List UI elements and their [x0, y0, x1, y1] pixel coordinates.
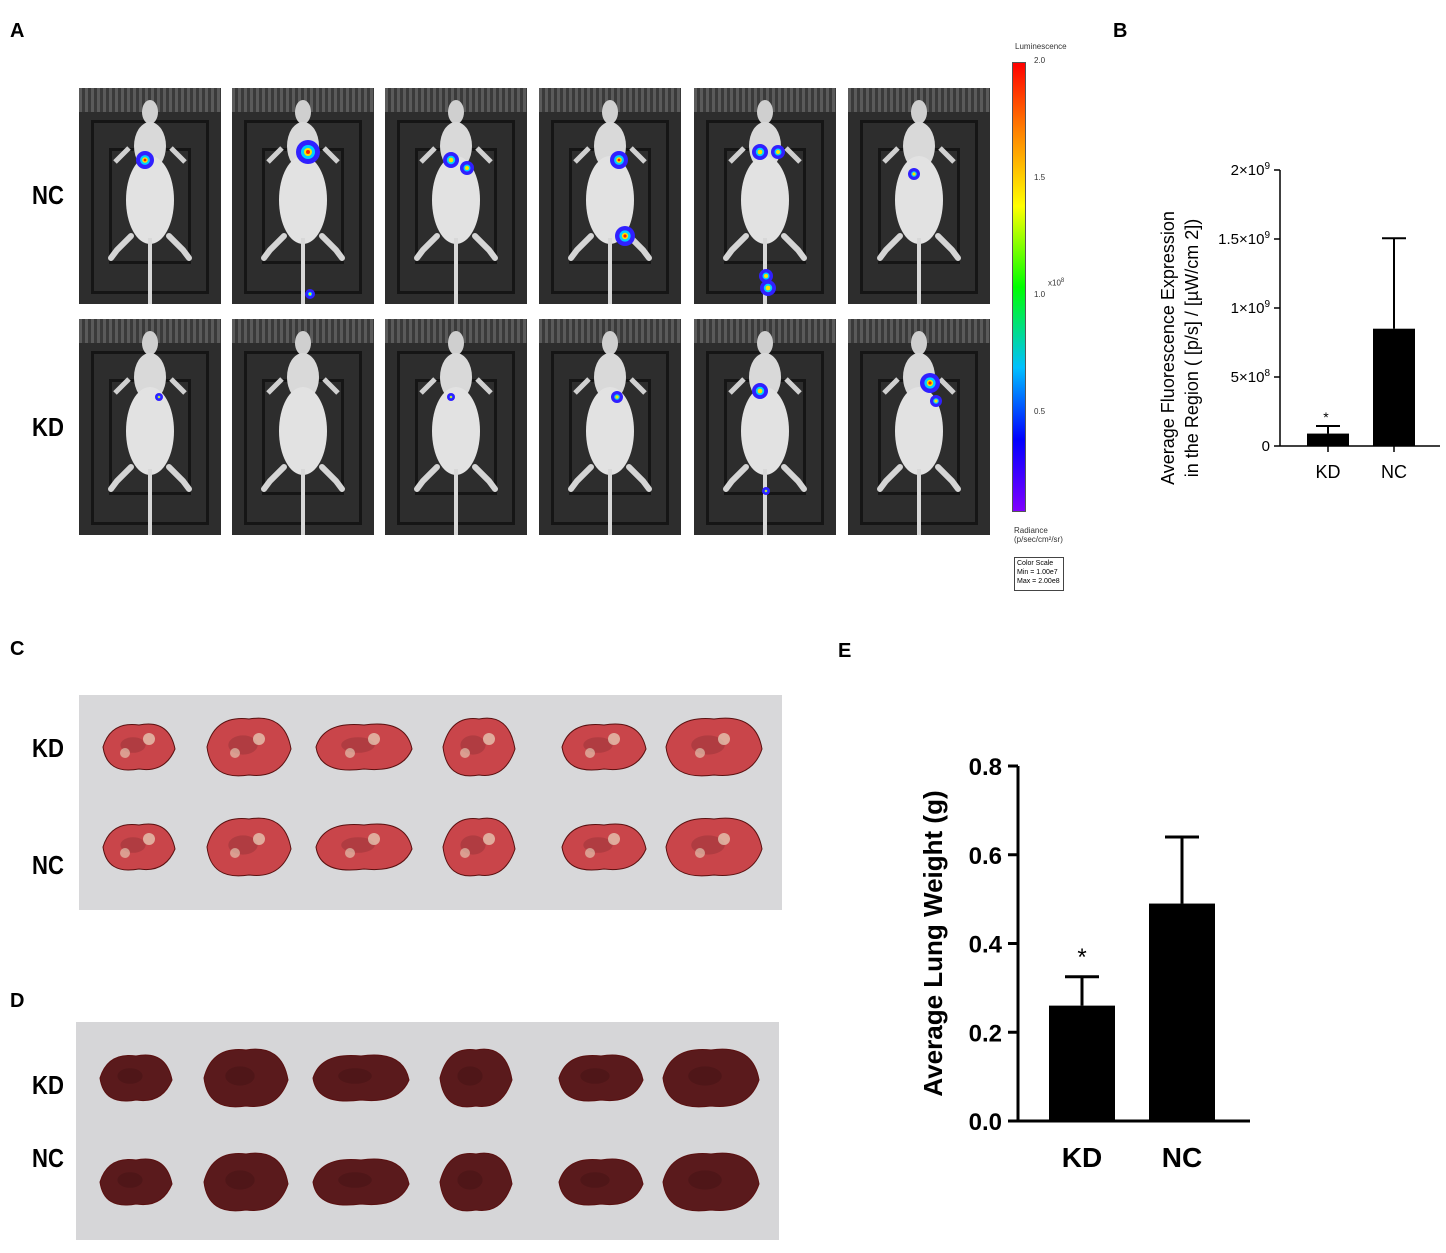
- mouse-image-tile: [694, 88, 836, 304]
- organ-sample: [102, 823, 176, 871]
- colorbar-tick-1-0: 1.0: [1034, 290, 1046, 299]
- y-tick-label: 5×108: [1231, 368, 1271, 386]
- mouse-image-tile: [79, 88, 221, 304]
- organ-sample: [662, 1048, 760, 1108]
- liver-photo: [76, 1022, 779, 1240]
- y-tick-label: 2×109: [1231, 161, 1271, 179]
- luminescence-colorbar: [1012, 62, 1026, 512]
- mouse-image-tile: [539, 88, 681, 304]
- color-scale-max: Max = 2.00e8: [1017, 578, 1060, 585]
- organ-sample: [312, 1054, 410, 1102]
- y-axis-label: Average Lung Weight (g): [918, 790, 948, 1096]
- color-scale-title: Color Scale: [1017, 560, 1054, 567]
- significance-marker: *: [1077, 944, 1086, 971]
- organ-sample: [315, 723, 413, 771]
- x-tick-label: KD: [1315, 462, 1340, 482]
- mouse-image-tile: [694, 319, 836, 535]
- mouse-image-tile: [385, 319, 527, 535]
- y-tick-label: 0.2: [969, 1020, 1002, 1047]
- organ-sample: [665, 717, 763, 777]
- y-tick-label: 0: [1262, 438, 1270, 455]
- organ-sample: [439, 1152, 513, 1212]
- organ-sample: [561, 723, 647, 771]
- bar-nc: [1373, 328, 1415, 446]
- y-axis-label-line1: Average Fluorescence Expression: [1158, 211, 1178, 485]
- x-tick-label: NC: [1162, 1142, 1202, 1173]
- y-tick-label: 0.6: [969, 843, 1002, 870]
- y-tick-label: 0.0: [969, 1109, 1002, 1136]
- row-label-kd: KD: [32, 412, 64, 442]
- organ-sample: [99, 1054, 173, 1102]
- organ-sample: [558, 1158, 644, 1206]
- x-tick-label: NC: [1381, 462, 1407, 482]
- panel-label-c: C: [10, 638, 25, 660]
- panel-label-d: D: [10, 990, 25, 1012]
- organ-sample: [662, 1152, 760, 1212]
- organ-sample: [442, 817, 516, 877]
- significance-marker: *: [1323, 409, 1329, 425]
- panel-label-a: A: [10, 20, 25, 42]
- panel-label-e: E: [838, 640, 852, 662]
- organ-sample: [99, 1158, 173, 1206]
- bar-kd: [1049, 1005, 1115, 1121]
- lung-photo: [79, 695, 782, 910]
- radiance-units: (p/sec/cm²/sr): [1014, 535, 1063, 544]
- mouse-image-tile: [232, 319, 374, 535]
- colorbar-tick-2-0: 2.0: [1034, 56, 1046, 65]
- colorbar-title: Luminescence: [1015, 42, 1067, 51]
- row-label-nc: NC: [32, 180, 64, 210]
- row-label-d-nc: NC: [32, 1143, 64, 1173]
- mouse-image-tile: [848, 88, 990, 304]
- mouse-image-tile: [385, 88, 527, 304]
- organ-sample: [558, 1054, 644, 1102]
- x-tick-label: KD: [1062, 1142, 1102, 1173]
- chart-lung-weight: Average Lung Weight (g) 0.0 0.2 0.4 0.6 0.8 KD…: [918, 754, 1250, 1173]
- organ-sample: [206, 817, 292, 877]
- organ-sample: [206, 717, 292, 777]
- color-scale-box: Color Scale Min = 1.00e7 Max = 2.00e8: [1014, 557, 1064, 591]
- row-label-d-kd: KD: [32, 1070, 64, 1100]
- chart-fluorescence: Average Fluorescence Expression in the Re…: [1158, 161, 1440, 485]
- colorbar-tick-0-5: 0.5: [1034, 407, 1046, 416]
- organ-sample: [561, 823, 647, 871]
- organ-sample: [102, 723, 176, 771]
- y-tick-label: 0.4: [969, 932, 1003, 959]
- organ-sample: [203, 1048, 289, 1108]
- radiance-label: Radiance: [1014, 526, 1048, 535]
- mouse-image-tile: [232, 88, 374, 304]
- colorbar-tick-1-5: 1.5: [1034, 173, 1046, 182]
- bar-kd: [1307, 433, 1349, 446]
- y-axis-label-line2: in the Region ( [p/s] / [µW/cm 2]): [1182, 219, 1202, 477]
- mouse-image-tile: [79, 319, 221, 535]
- organ-sample: [203, 1152, 289, 1212]
- mouse-image-tile: [539, 319, 681, 535]
- color-scale-min: Min = 1.00e7: [1017, 569, 1058, 576]
- bar-nc: [1149, 903, 1215, 1121]
- colorbar-multiplier: x108: [1048, 278, 1065, 288]
- mouse-image-tile: [848, 319, 990, 535]
- organ-sample: [665, 817, 763, 877]
- panel-label-b: B: [1113, 20, 1128, 42]
- organ-sample: [442, 717, 516, 777]
- y-tick-label: 0.8: [969, 754, 1002, 781]
- organ-sample: [315, 823, 413, 871]
- row-label-c-nc: NC: [32, 850, 64, 880]
- organ-sample: [439, 1048, 513, 1108]
- y-tick-label: 1×109: [1231, 299, 1271, 317]
- y-tick-label: 1.5×109: [1218, 230, 1270, 248]
- organ-sample: [312, 1158, 410, 1206]
- row-label-c-kd: KD: [32, 733, 64, 763]
